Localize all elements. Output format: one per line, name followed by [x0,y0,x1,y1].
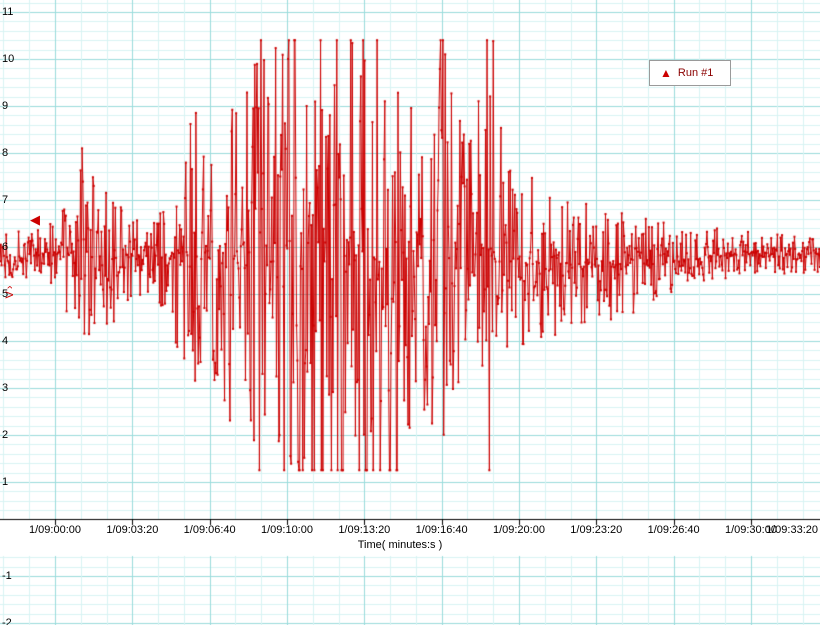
y-tick-label: 11 [2,6,14,18]
x-axis-title: Time( minutes:s ) [357,539,443,551]
x-tick-label: 1/09:03:20 [106,524,159,536]
x-tick-label: 1/09:30:00 [724,524,777,536]
y-tick-label: 6 [2,241,9,253]
x-tick-label: 1/09:10:00 [260,524,313,536]
y-tick-label: 4 [2,335,9,347]
y-tick-label: 8 [2,147,9,159]
y-tick-label: -2 [2,617,12,625]
run-marker-icon: ▲ [660,66,672,80]
axis-arrow-icon: › [4,283,16,290]
y-tick-label: 5 [2,288,9,300]
x-tick-label: 1/09:06:40 [183,524,236,536]
y-tick-label: 7 [2,194,9,206]
x-tick-label: 1/09:20:00 [492,524,545,536]
y-tick-label: 1 [2,476,9,488]
y-tick-label: 9 [2,100,9,112]
x-tick-label: 1/09:13:20 [338,524,391,536]
x-tick-label: 1/09:23:20 [570,524,623,536]
x-tick-label: 1/09:33:20 [766,524,818,536]
legend[interactable]: ▲ Run #1 [649,60,731,86]
x-tick-label: 1/09:16:40 [415,524,468,536]
y-axis-unit-label: V› [4,274,18,308]
y-tick-label: 3 [2,382,9,394]
y-tick-label: -1 [2,570,12,582]
x-tick-label: 1/09:00:00 [29,524,81,536]
y-unit-text: V [4,289,16,299]
legend-run-label: Run #1 [677,67,714,79]
y-tick-label: 10 [2,53,15,65]
y-axis-value-marker-icon[interactable]: ◀ [30,212,40,227]
x-tick-label: 1/09:26:40 [647,524,700,536]
y-tick-label: 2 [2,429,9,441]
